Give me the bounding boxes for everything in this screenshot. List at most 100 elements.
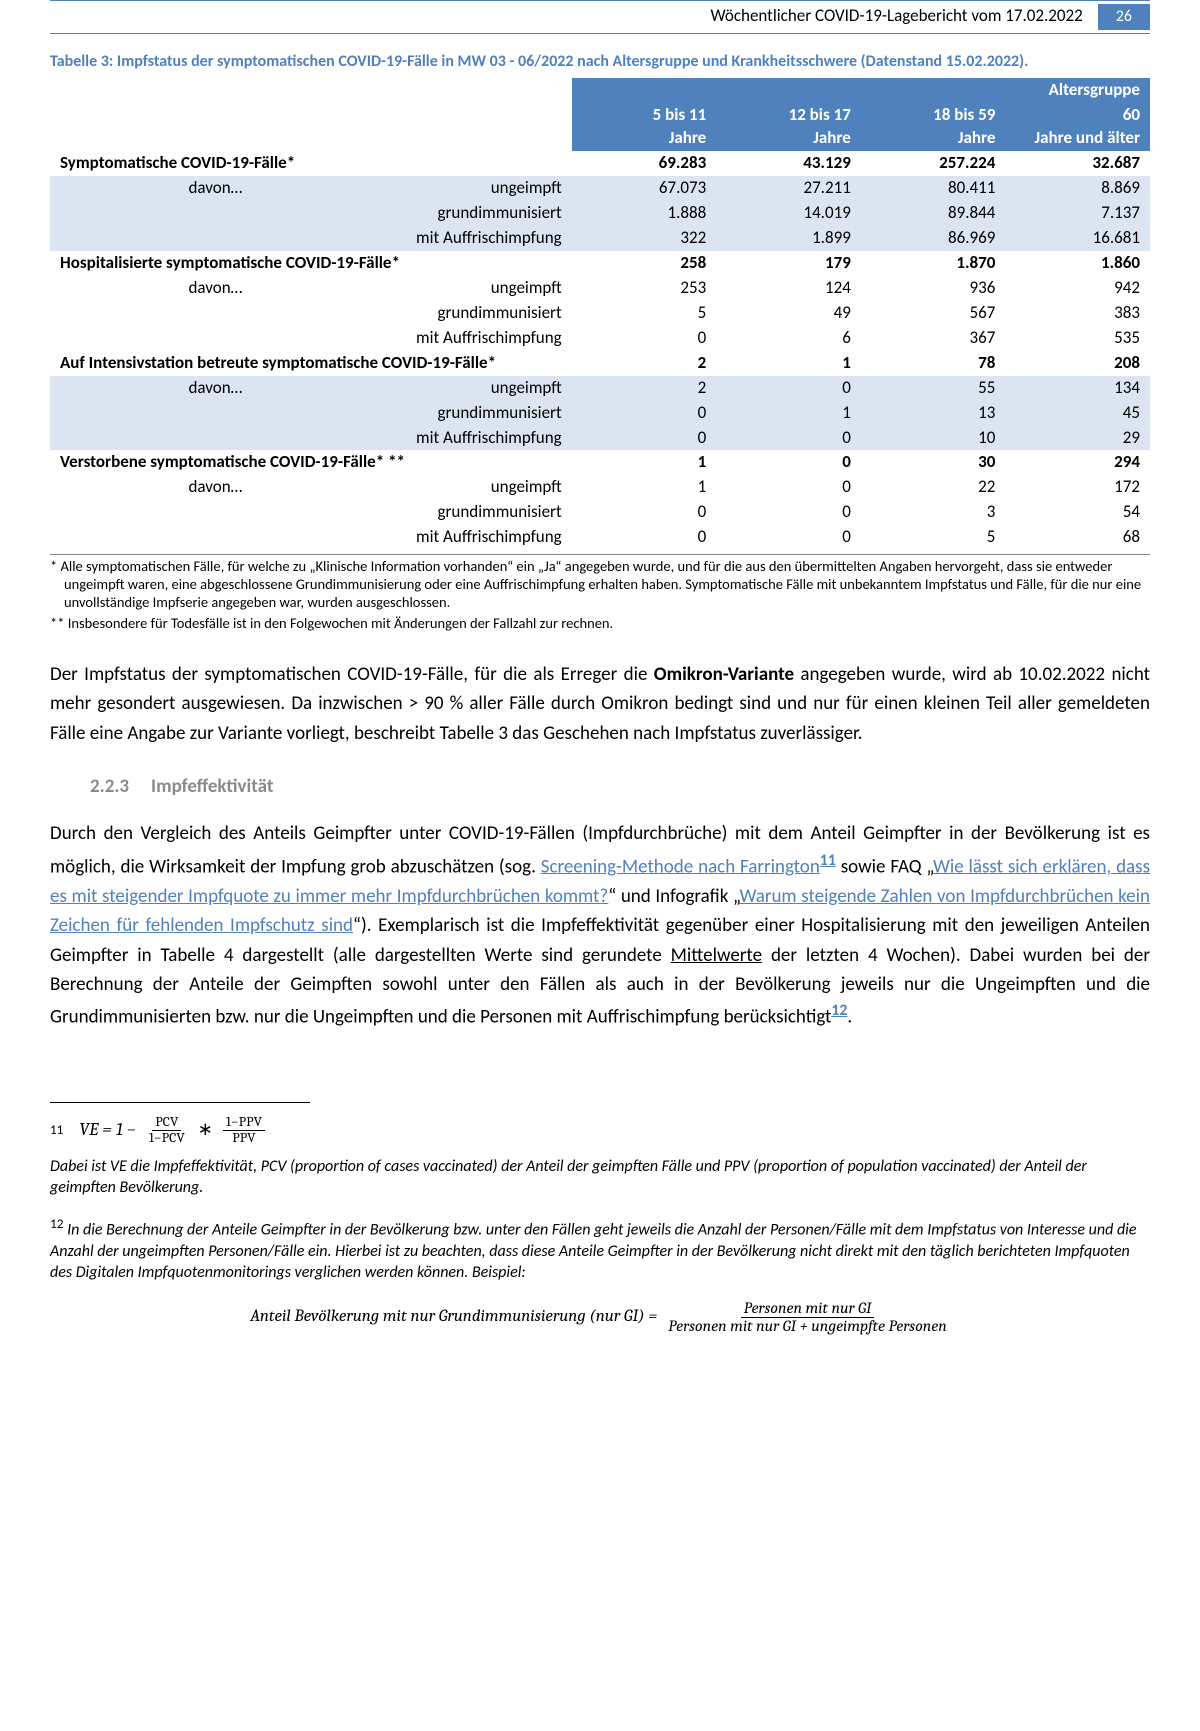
table-section-header: Symptomatische COVID-19-Fälle*69.28343.1… xyxy=(50,151,1150,176)
table-cell: 172 xyxy=(1005,475,1150,500)
section-heading: 2.2.3 Impfeffektivität xyxy=(90,772,1150,801)
table-cell: 253 xyxy=(572,276,717,301)
table-cell: 0 xyxy=(572,426,717,451)
table-section-header: Verstorbene symptomatische COVID-19-Fäll… xyxy=(50,450,1150,475)
table-cell: 27.211 xyxy=(716,176,861,201)
table-cell: 567 xyxy=(861,301,1006,326)
table-cell: 22 xyxy=(861,475,1006,500)
table-row: grundimmunisiert00354 xyxy=(50,500,1150,525)
table-cell: 5 xyxy=(861,525,1006,550)
column-header: 5 bis 11 Jahre xyxy=(572,103,717,151)
table-cell: 1.860 xyxy=(1005,251,1150,276)
page-header: Wöchentlicher COVID-19-Lagebericht vom 1… xyxy=(50,0,1150,34)
table-footnotes: * Alle symptomatischen Fälle, für welche… xyxy=(50,554,1150,632)
footnote-separator xyxy=(50,1102,310,1103)
table-cell: 0 xyxy=(572,525,717,550)
table-cell: 0 xyxy=(716,376,861,401)
table-cell: 1 xyxy=(572,475,717,500)
table-row: mit Auffrischimpfung06367535 xyxy=(50,326,1150,351)
table-cell: 258 xyxy=(572,251,717,276)
table-cell: 124 xyxy=(716,276,861,301)
formula-note-11: Dabei ist VE die Impfeffektivität, PCV (… xyxy=(50,1156,1150,1199)
table-cell: 69.283 xyxy=(572,151,717,176)
table-section-header: Auf Intensivstation betreute symptomatis… xyxy=(50,351,1150,376)
section-title: Impfeffektivität xyxy=(151,775,273,798)
formula-note-12: 12 In die Berechnung der Anteile Geimpft… xyxy=(50,1215,1150,1284)
paragraph-1: Der Impfstatus der symptomatischen COVID… xyxy=(50,660,1150,748)
table-cell: 1 xyxy=(716,351,861,376)
table-cell: 54 xyxy=(1005,500,1150,525)
table-cell: 1 xyxy=(716,401,861,426)
table-cell: 16.681 xyxy=(1005,226,1150,251)
table-cell: 0 xyxy=(572,500,717,525)
table-row: mit Auffrischimpfung00568 xyxy=(50,525,1150,550)
table-cell: 14.019 xyxy=(716,201,861,226)
table-cell: 942 xyxy=(1005,276,1150,301)
table-cell: 10 xyxy=(861,426,1006,451)
formula-anteil: Anteil Bevölkerung mit nur Grundimmunisi… xyxy=(50,1300,1150,1335)
table-cell: 0 xyxy=(716,525,861,550)
section-number: 2.2.3 xyxy=(90,775,129,798)
table-cell: 3 xyxy=(861,500,1006,525)
table-cell: 367 xyxy=(861,326,1006,351)
table-cell: 936 xyxy=(861,276,1006,301)
column-header: 18 bis 59 Jahre xyxy=(861,103,1006,151)
table-cell: 322 xyxy=(572,226,717,251)
table-cell: 8.869 xyxy=(1005,176,1150,201)
table-cell: 89.844 xyxy=(861,201,1006,226)
column-header: 12 bis 17 Jahre xyxy=(716,103,861,151)
paragraph-2: Durch den Vergleich des Anteils Geimpfte… xyxy=(50,819,1150,1032)
table-cell: 1.888 xyxy=(572,201,717,226)
table-cell: 0 xyxy=(572,326,717,351)
table-cell: 5 xyxy=(572,301,717,326)
table-row: grundimmunisiert1.88814.01989.8447.137 xyxy=(50,201,1150,226)
table-cell: 134 xyxy=(1005,376,1150,401)
table-row: davon…ungeimpft253124936942 xyxy=(50,276,1150,301)
formula-ve: 11 VE = 1 − PCV1−PCV ∗ 1−PPVPPV xyxy=(50,1115,1150,1145)
table-cell: 30 xyxy=(861,450,1006,475)
table-cell: 535 xyxy=(1005,326,1150,351)
header-title: Wöchentlicher COVID-19-Lagebericht vom 1… xyxy=(710,5,1082,28)
table-caption: Tabelle 3: Impfstatus der symptomatische… xyxy=(50,52,1150,73)
column-header: 60 Jahre und älter xyxy=(1005,103,1150,151)
table-cell: 257.224 xyxy=(861,151,1006,176)
footnote-2: ** Insbesondere für Todesfälle ist in de… xyxy=(50,614,1150,632)
body-text: Der Impfstatus der symptomatischen COVID… xyxy=(50,660,1150,1032)
table-row: davon…ungeimpft2055134 xyxy=(50,376,1150,401)
table-cell: 2 xyxy=(572,351,717,376)
table-cell: 49 xyxy=(716,301,861,326)
table-row: davon…ungeimpft1022172 xyxy=(50,475,1150,500)
table-cell: 0 xyxy=(716,475,861,500)
link-screening-method[interactable]: Screening-Methode nach Farrington xyxy=(541,855,820,878)
table-cell: 1.899 xyxy=(716,226,861,251)
table-cell: 68 xyxy=(1005,525,1150,550)
table-cell: 1.870 xyxy=(861,251,1006,276)
footnote-ref-12: 12 xyxy=(831,1001,847,1020)
table-cell: 29 xyxy=(1005,426,1150,451)
table-row: mit Auffrischimpfung3221.89986.96916.681 xyxy=(50,226,1150,251)
table-row: grundimmunisiert011345 xyxy=(50,401,1150,426)
table-cell: 179 xyxy=(716,251,861,276)
table-cell: 67.073 xyxy=(572,176,717,201)
table-row: grundimmunisiert549567383 xyxy=(50,301,1150,326)
table-cell: 78 xyxy=(861,351,1006,376)
table-cell: 0 xyxy=(716,500,861,525)
table-section-header: Hospitalisierte symptomatische COVID-19-… xyxy=(50,251,1150,276)
table-cell: 2 xyxy=(572,376,717,401)
table-cell: 13 xyxy=(861,401,1006,426)
page-number: 26 xyxy=(1098,4,1150,30)
table-cell: 383 xyxy=(1005,301,1150,326)
footnote-ref-11: 11 xyxy=(820,851,836,870)
table-cell: 6 xyxy=(716,326,861,351)
table-cell: 32.687 xyxy=(1005,151,1150,176)
table-cell: 0 xyxy=(572,401,717,426)
table-cell: 7.137 xyxy=(1005,201,1150,226)
table-cell: 45 xyxy=(1005,401,1150,426)
table-cell: 208 xyxy=(1005,351,1150,376)
table-row: mit Auffrischimpfung001029 xyxy=(50,426,1150,451)
table-cell: 0 xyxy=(716,426,861,451)
vaccination-status-table: Altersgruppe 5 bis 11 Jahre12 bis 17 Jah… xyxy=(50,78,1150,550)
table-cell: 0 xyxy=(716,450,861,475)
table-cell: 55 xyxy=(861,376,1006,401)
table-cell: 86.969 xyxy=(861,226,1006,251)
